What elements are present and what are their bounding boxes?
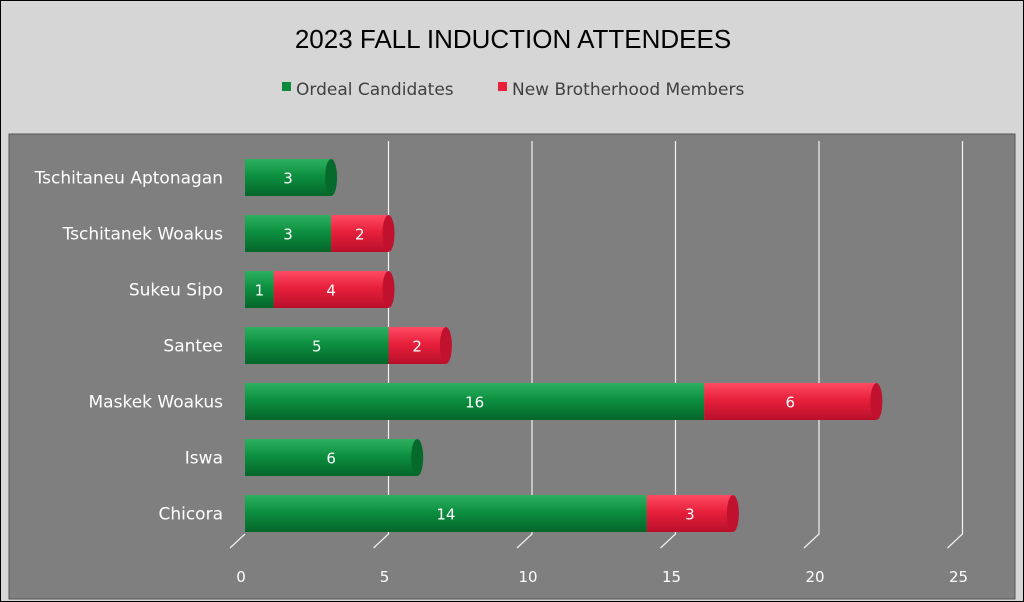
bar-segment xyxy=(245,495,647,532)
bar-end-cap xyxy=(325,159,338,196)
gridline-0 xyxy=(229,533,246,549)
bar-segment xyxy=(245,327,389,364)
bar-data-label: 2 xyxy=(412,338,422,356)
bar-segment xyxy=(245,439,418,476)
category-label: Tschitanek Woakus xyxy=(62,225,224,245)
bar-segment xyxy=(273,271,389,308)
gridline-25 xyxy=(947,141,964,549)
x-tick-label: 25 xyxy=(949,568,968,586)
category-label: Chicora xyxy=(158,505,223,525)
bar-segment xyxy=(245,159,332,196)
x-tick-label: 0 xyxy=(236,568,246,586)
category-label: Tschitaneu Aptonagan xyxy=(34,169,223,189)
bar-end-cap xyxy=(726,495,739,532)
x-tick-labels: 0 5 10 15 20 25 xyxy=(236,568,968,586)
bar-data-label: 6 xyxy=(326,450,336,468)
category-label: Iswa xyxy=(185,449,223,469)
bar-data-label: 16 xyxy=(465,394,484,412)
bar-segment xyxy=(245,383,705,420)
bar-data-label: 14 xyxy=(436,506,455,524)
bar-data-label: 5 xyxy=(312,338,322,356)
gridline-15 xyxy=(660,141,677,549)
bar-end-cap xyxy=(382,271,395,308)
category-labels: Tschitaneu Aptonagan Tschitanek Woakus Suk… xyxy=(34,169,224,525)
bar-end-cap xyxy=(411,439,424,476)
bar-segment xyxy=(388,327,446,364)
bar-data-label: 2 xyxy=(355,226,365,244)
category-label: Maskek Woakus xyxy=(89,393,224,413)
x-tick-label: 20 xyxy=(805,568,824,586)
legend-swatch-brotherhood xyxy=(498,82,507,91)
legend-label-ordeal: Ordeal Candidates xyxy=(296,80,454,100)
bar-data-label: 3 xyxy=(283,170,293,188)
legend: Ordeal Candidates New Brotherhood Member… xyxy=(282,80,744,100)
bar-segment xyxy=(245,271,274,308)
bar-end-cap xyxy=(439,327,452,364)
bar-data-label: 4 xyxy=(326,282,336,300)
bar-segment xyxy=(331,215,389,252)
category-label: Santee xyxy=(163,337,223,357)
bar-segment xyxy=(704,383,877,420)
bar-end-cap xyxy=(382,215,395,252)
bar-end-cap xyxy=(870,383,883,420)
bar-data-label: 3 xyxy=(685,506,695,524)
legend-label-brotherhood: New Brotherhood Members xyxy=(512,80,744,100)
gridline-10 xyxy=(516,141,533,549)
chart-title: 2023 FALL INDUCTION ATTENDEES xyxy=(295,24,731,54)
bar-data-label: 3 xyxy=(283,226,293,244)
bar-data-label: 1 xyxy=(255,282,265,300)
x-tick-label: 10 xyxy=(518,568,537,586)
x-tick-label: 5 xyxy=(380,568,390,586)
gridline-20 xyxy=(803,141,820,549)
bar-segment xyxy=(646,495,733,532)
category-label: Sukeu Sipo xyxy=(129,281,223,301)
bar-data-label: 6 xyxy=(786,394,796,412)
bar-segment xyxy=(245,215,332,252)
legend-swatch-ordeal xyxy=(282,82,291,91)
x-tick-label: 15 xyxy=(662,568,681,586)
